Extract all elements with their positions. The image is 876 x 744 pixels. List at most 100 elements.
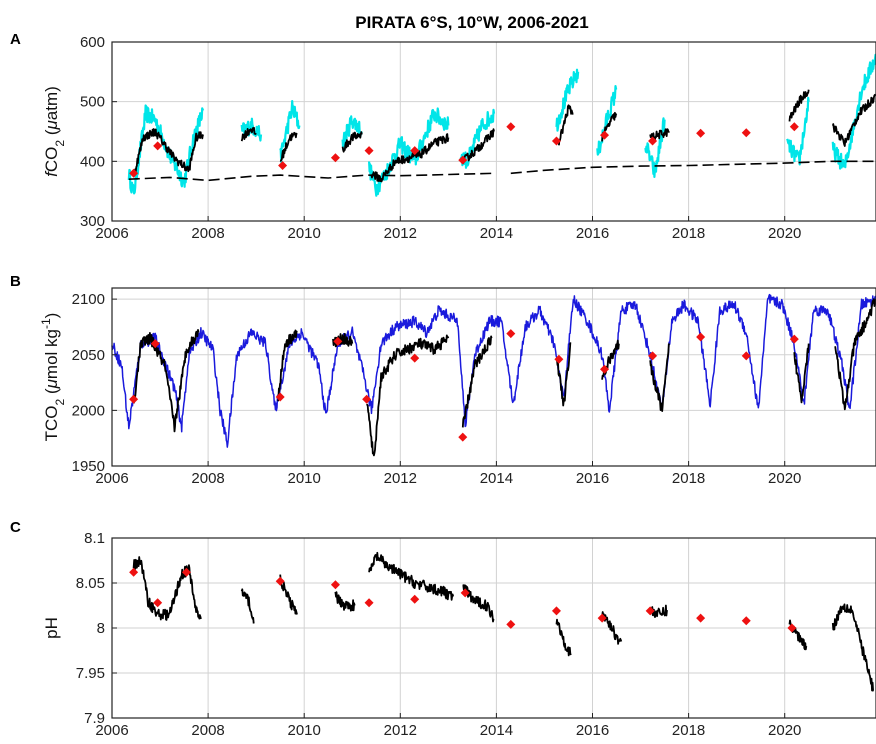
panel-c-black-series-segment — [649, 604, 668, 618]
panel-a-cyan-series-segment — [831, 53, 876, 170]
panel-c-x-tick-label: 2016 — [576, 722, 609, 739]
panel-c-x-tick-label: 2020 — [768, 722, 801, 739]
panel-a-dash-series-segment — [128, 172, 495, 182]
panel-c-black-series-segment — [831, 603, 875, 692]
panel-b-black-series-segment — [132, 328, 200, 433]
panel-c-discrete-sample-point — [275, 576, 285, 586]
panel-b-x-tick-label: 2020 — [768, 470, 801, 487]
panel-b-discrete-sample-point — [275, 392, 285, 402]
panel-b-discrete-sample-point — [741, 351, 751, 361]
panel-a-discrete-sample-point — [129, 168, 139, 178]
panel-b-y-tick-label: 2050 — [72, 347, 105, 364]
panel-b-discrete-sample-point — [506, 329, 516, 339]
panel-a-x-tick-label: 2016 — [576, 225, 609, 242]
panel-a-fco2: A 2006 2008 2010 2012 2014 2016 2018 2020 300 400… — [10, 31, 876, 242]
panel-a-x-tick-label: 2006 — [95, 225, 128, 242]
panel-a-black-series-segment — [240, 126, 257, 142]
panel-c-black-series-segment — [462, 584, 495, 623]
panel-b-x-tick-label: 2018 — [672, 470, 705, 487]
panel-b-discrete-sample-point — [129, 394, 139, 404]
panel-b-discrete-sample-point — [150, 339, 160, 349]
panel-b-x-tick-label: 2014 — [480, 470, 513, 487]
panel-b-black-series-segment — [834, 298, 876, 411]
panel-c-x-tick-label: 2018 — [672, 722, 705, 739]
panel-b-discrete-sample-point — [600, 364, 610, 374]
panel-a-discrete-sample-point — [410, 146, 420, 156]
panel-a-black-series-segment — [341, 131, 363, 153]
panel-b-discrete-sample-point — [458, 432, 468, 442]
panel-b-x-tick-label: 2006 — [95, 470, 128, 487]
panel-c-black-series-segment — [279, 574, 298, 615]
panel-b-black-series-segment — [365, 334, 450, 457]
panel-c-ph: C 2006 2008 2010 2012 2014 2016 2018 2020 7.9 7.9… — [10, 519, 876, 739]
panel-a-y-tick-label: 600 — [80, 34, 105, 51]
panel-b-discrete-sample-point — [696, 332, 706, 342]
panel-b-discrete-sample-point — [333, 336, 343, 346]
panel-c-black-series-segment — [240, 588, 255, 624]
panel-c-y-tick-label: 8.1 — [84, 530, 105, 547]
panel-c-y-tick-label: 8 — [97, 620, 105, 637]
panel-a-discrete-sample-point — [696, 128, 706, 138]
panel-a-discrete-sample-point — [153, 141, 163, 151]
panel-c-discrete-sample-point — [364, 598, 374, 608]
panel-a-black-series-segment — [132, 128, 205, 176]
panel-c-x-tick-label: 2014 — [480, 722, 513, 739]
panel-b-y-tick-label: 2100 — [72, 291, 105, 308]
panel-a-cyan-series-segment — [368, 107, 450, 197]
panel-a-x-tick-label: 2018 — [672, 225, 705, 242]
panel-c-discrete-sample-point — [506, 619, 516, 629]
panel-c-discrete-sample-point — [410, 594, 420, 604]
panel-c-y-axis-label: pH — [42, 617, 61, 639]
panel-b-x-tick-label: 2010 — [288, 470, 321, 487]
panel-c-discrete-sample-point — [460, 588, 470, 598]
panel-a-black-series-segment — [788, 89, 810, 122]
panel-a-discrete-sample-point — [364, 146, 374, 156]
panel-a-black-series-segment — [279, 131, 298, 162]
panel-a-black-series-segment — [649, 128, 670, 141]
panel-b-discrete-sample-point — [554, 354, 564, 364]
panel-a-x-tick-label: 2010 — [288, 225, 321, 242]
panel-a-discrete-sample-point — [330, 153, 340, 163]
panel-b-discrete-sample-point — [362, 394, 372, 404]
panel-a-axes-frame — [111, 41, 876, 222]
panel-a-y-tick-label: 400 — [80, 153, 105, 170]
panel-a-x-tick-label: 2008 — [191, 225, 224, 242]
panel-b-tco2: B 2006 2008 2010 2012 2014 2016 2018 2020 1950 20… — [10, 273, 876, 487]
panel-a-discrete-sample-point — [458, 155, 468, 165]
panel-label-c: C — [10, 519, 21, 536]
panel-c-x-tick-label: 2006 — [95, 722, 128, 739]
panel-c-discrete-sample-point — [741, 616, 751, 626]
panel-b-x-tick-label: 2016 — [576, 470, 609, 487]
panel-a-discrete-sample-point — [551, 136, 561, 146]
panel-a-x-tick-label: 2020 — [768, 225, 801, 242]
panel-b-black-series-segment — [601, 339, 620, 380]
panel-b-axes-frame — [111, 287, 876, 467]
panel-c-discrete-sample-point — [181, 567, 191, 577]
panel-b-blue-series-segment — [111, 293, 876, 448]
panel-c-discrete-sample-point — [330, 580, 340, 590]
panel-c-black-series-segment — [368, 551, 455, 601]
panel-a-discrete-sample-point — [278, 161, 288, 171]
panel-b-black-series-segment — [556, 342, 572, 407]
panel-c-black-series-segment — [601, 611, 623, 645]
panel-a-y-tick-label: 300 — [80, 213, 105, 230]
panel-c-discrete-sample-point — [129, 567, 139, 577]
panel-c-y-tick-label: 7.9 — [84, 710, 105, 727]
panel-c-x-tick-label: 2008 — [191, 722, 224, 739]
panel-b-x-tick-label: 2008 — [191, 470, 224, 487]
panel-a-discrete-sample-point — [648, 136, 658, 146]
figure-title: PIRATA 6°S, 10°W, 2006-2021 — [355, 13, 588, 32]
panel-c-black-series-segment — [555, 618, 572, 657]
panel-a-black-series-segment — [831, 93, 876, 147]
panel-c-y-tick-label: 8.05 — [76, 575, 105, 592]
panel-c-discrete-sample-point — [787, 623, 797, 633]
panel-a-y-axis-label: fCO2 (μatm) — [42, 86, 67, 177]
panel-b-discrete-sample-point — [410, 353, 420, 363]
panel-a-x-tick-label: 2014 — [480, 225, 513, 242]
panel-a-black-series-segment — [461, 128, 495, 165]
panel-b-black-series-segment — [461, 335, 493, 428]
panel-b-y-tick-label: 2000 — [72, 402, 105, 419]
panel-b-black-series-segment — [649, 343, 671, 413]
panel-c-black-series-segment — [334, 591, 356, 612]
